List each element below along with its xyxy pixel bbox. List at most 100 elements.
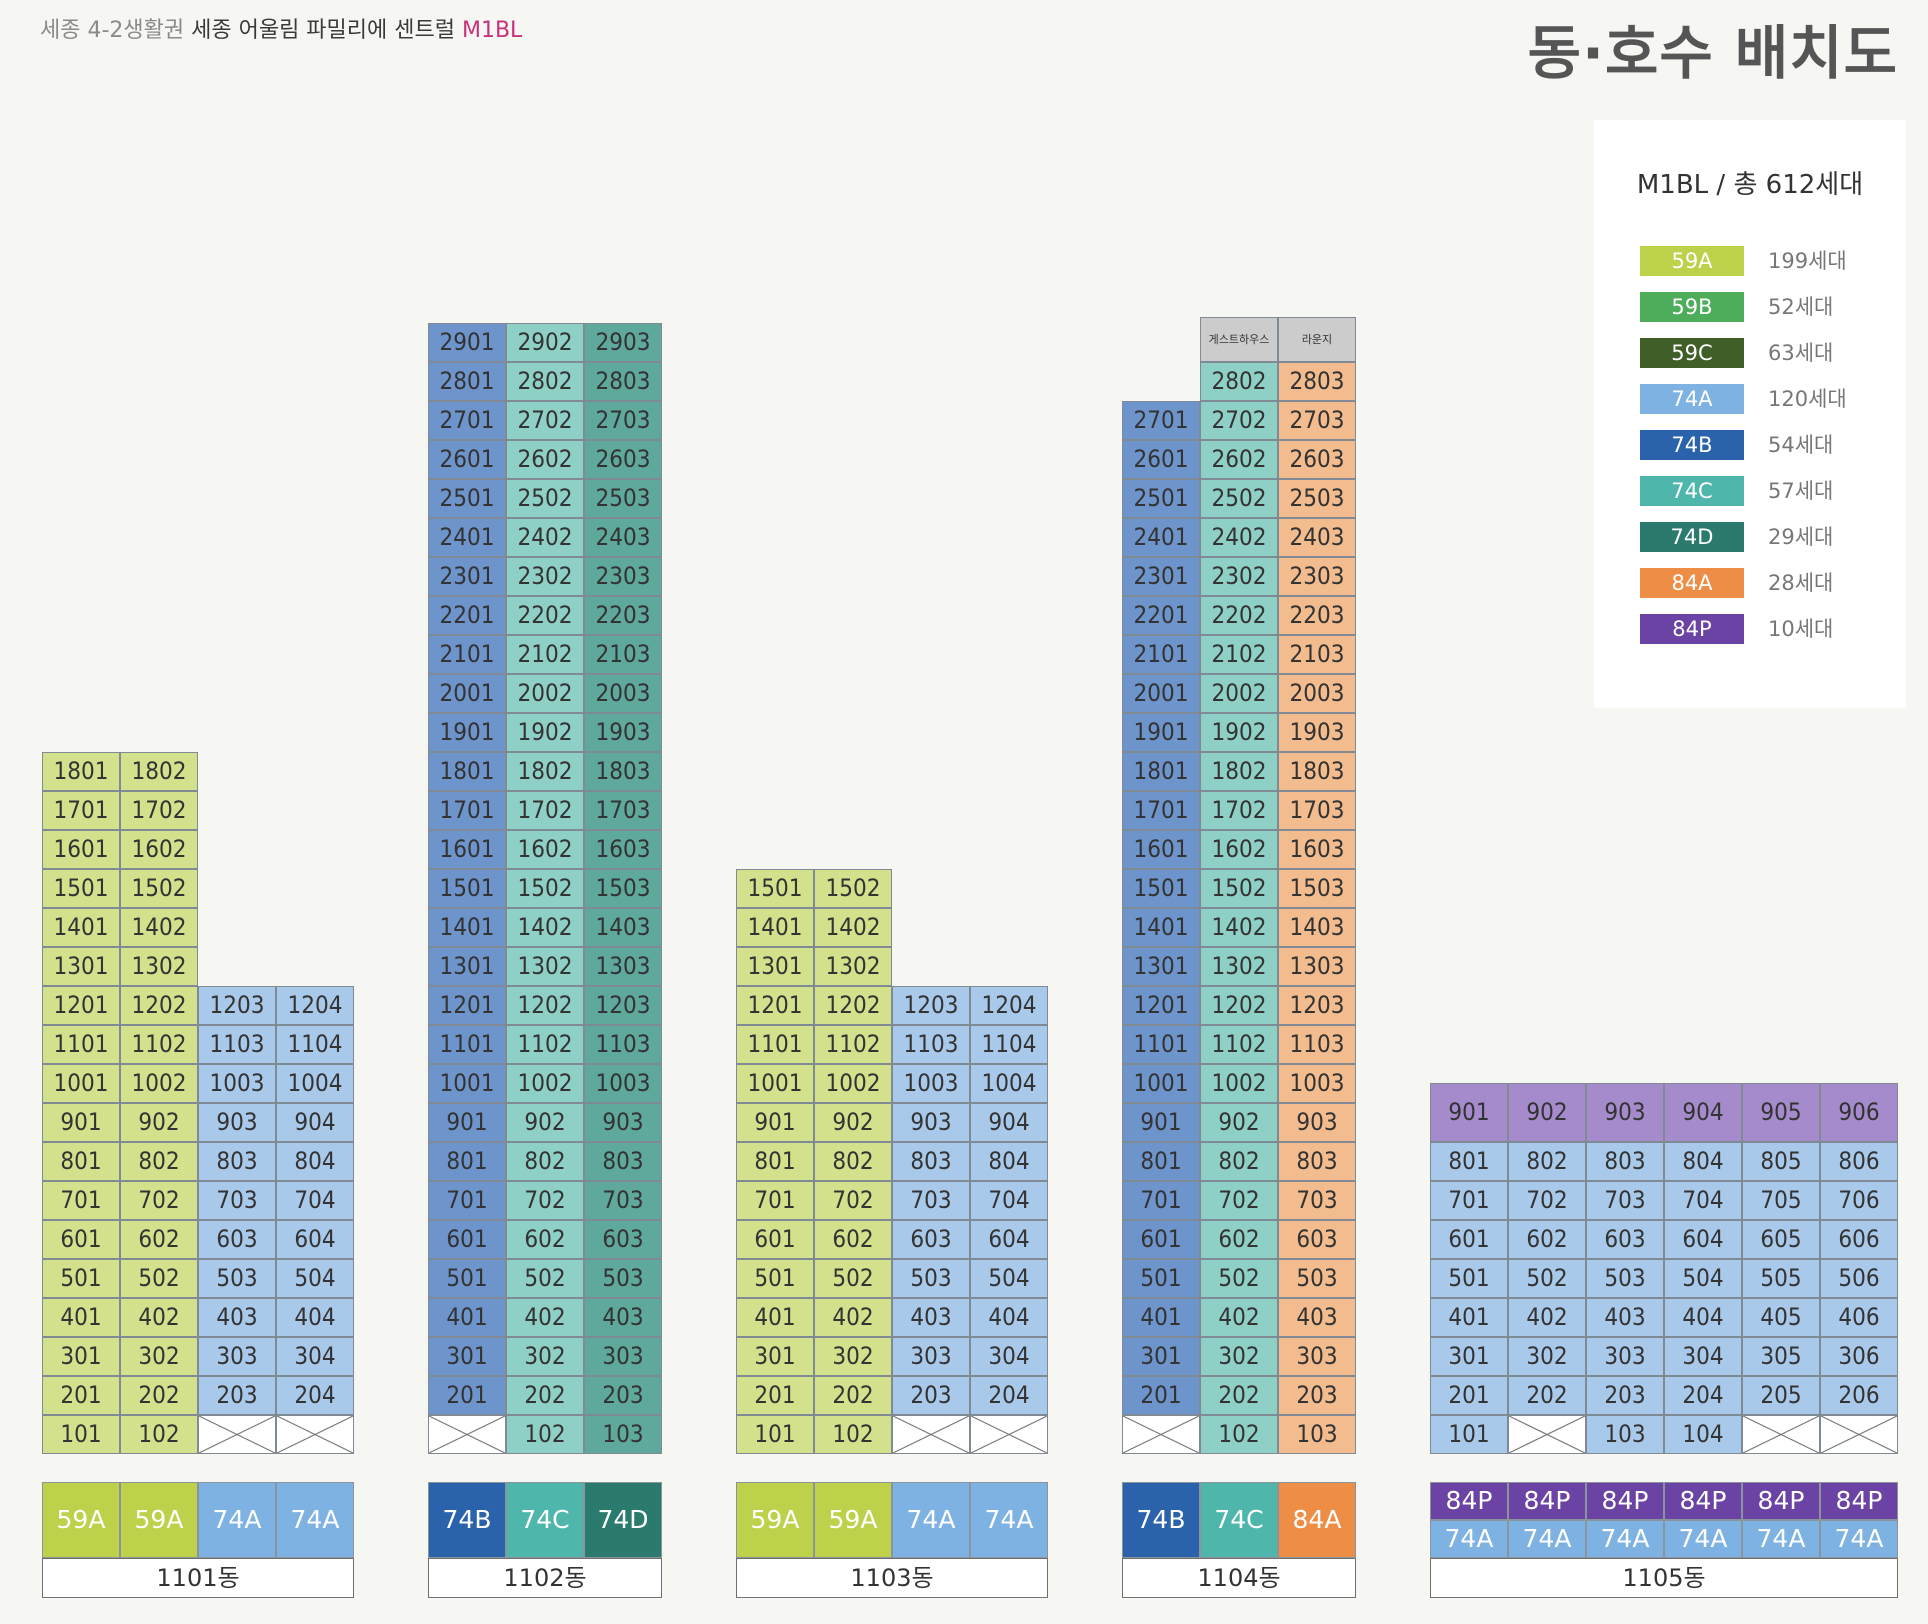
unit-cell[interactable]: 603 bbox=[584, 1220, 662, 1259]
unit-cell[interactable]: 401 bbox=[428, 1298, 506, 1337]
unit-cell[interactable]: 2502 bbox=[506, 479, 584, 518]
unit-cell[interactable]: 604 bbox=[1664, 1220, 1742, 1259]
unit-cell[interactable]: 504 bbox=[276, 1259, 354, 1298]
unit-cell[interactable]: 2001 bbox=[428, 674, 506, 713]
unit-cell[interactable]: 2601 bbox=[1122, 440, 1200, 479]
unit-cell[interactable]: 801 bbox=[1430, 1142, 1508, 1181]
unit-cell[interactable]: 2502 bbox=[1200, 479, 1278, 518]
unit-cell[interactable]: 2003 bbox=[1278, 674, 1356, 713]
unit-cell[interactable]: 1003 bbox=[584, 1064, 662, 1103]
unit-cell[interactable]: 701 bbox=[42, 1181, 120, 1220]
unit-cell[interactable]: 1202 bbox=[506, 986, 584, 1025]
unit-cell[interactable]: 403 bbox=[892, 1298, 970, 1337]
unit-cell[interactable]: 2403 bbox=[584, 518, 662, 557]
unit-cell[interactable]: 902 bbox=[1200, 1103, 1278, 1142]
unit-cell[interactable]: 203 bbox=[892, 1376, 970, 1415]
unit-cell[interactable]: 103 bbox=[584, 1415, 662, 1454]
unit-cell[interactable]: 201 bbox=[1430, 1376, 1508, 1415]
unit-cell[interactable]: 405 bbox=[1742, 1298, 1820, 1337]
unit-cell[interactable]: 1801 bbox=[428, 752, 506, 791]
unit-cell[interactable]: 904 bbox=[970, 1103, 1048, 1142]
unit-cell[interactable]: 1903 bbox=[584, 713, 662, 752]
unit-cell[interactable]: 1901 bbox=[1122, 713, 1200, 752]
unit-cell[interactable]: 202 bbox=[506, 1376, 584, 1415]
unit-cell[interactable]: 804 bbox=[970, 1142, 1048, 1181]
unit-cell[interactable]: 502 bbox=[1508, 1259, 1586, 1298]
unit-cell[interactable]: 1403 bbox=[584, 908, 662, 947]
unit-cell[interactable]: 1302 bbox=[1200, 947, 1278, 986]
unit-cell[interactable]: 1502 bbox=[120, 869, 198, 908]
unit-cell[interactable]: 2703 bbox=[1278, 401, 1356, 440]
unit-cell[interactable]: 1803 bbox=[584, 752, 662, 791]
unit-cell[interactable]: 1203 bbox=[584, 986, 662, 1025]
unit-cell[interactable]: 602 bbox=[120, 1220, 198, 1259]
unit-cell[interactable]: 201 bbox=[1122, 1376, 1200, 1415]
unit-cell[interactable]: 402 bbox=[814, 1298, 892, 1337]
unit-cell[interactable]: 903 bbox=[584, 1103, 662, 1142]
unit-cell[interactable]: 502 bbox=[120, 1259, 198, 1298]
unit-cell[interactable]: 404 bbox=[970, 1298, 1048, 1337]
unit-cell[interactable]: 204 bbox=[276, 1376, 354, 1415]
unit-cell[interactable]: 303 bbox=[198, 1337, 276, 1376]
unit-cell[interactable]: 2101 bbox=[1122, 635, 1200, 674]
unit-cell[interactable]: 1903 bbox=[1278, 713, 1356, 752]
unit-cell[interactable]: 2102 bbox=[1200, 635, 1278, 674]
unit-cell[interactable]: 1101 bbox=[428, 1025, 506, 1064]
unit-cell[interactable]: 2202 bbox=[1200, 596, 1278, 635]
unit-cell[interactable]: 802 bbox=[814, 1142, 892, 1181]
unit-cell[interactable]: 1503 bbox=[1278, 869, 1356, 908]
unit-cell[interactable]: 101 bbox=[1430, 1415, 1508, 1454]
unit-cell[interactable]: 1004 bbox=[970, 1064, 1048, 1103]
unit-cell[interactable]: 604 bbox=[970, 1220, 1048, 1259]
unit-cell[interactable]: 1503 bbox=[584, 869, 662, 908]
unit-cell[interactable]: 701 bbox=[1122, 1181, 1200, 1220]
unit-cell[interactable]: 501 bbox=[42, 1259, 120, 1298]
unit-cell[interactable]: 1502 bbox=[506, 869, 584, 908]
unit-cell[interactable]: 605 bbox=[1742, 1220, 1820, 1259]
unit-cell[interactable]: 1203 bbox=[198, 986, 276, 1025]
unit-cell[interactable]: 2303 bbox=[1278, 557, 1356, 596]
unit-cell[interactable]: 304 bbox=[970, 1337, 1048, 1376]
unit-cell[interactable]: 901 bbox=[428, 1103, 506, 1142]
unit-cell[interactable]: 2903 bbox=[584, 323, 662, 362]
unit-cell[interactable]: 1602 bbox=[120, 830, 198, 869]
unit-cell[interactable]: 703 bbox=[892, 1181, 970, 1220]
unit-cell[interactable]: 803 bbox=[198, 1142, 276, 1181]
unit-cell[interactable]: 1302 bbox=[814, 947, 892, 986]
unit-cell[interactable]: 601 bbox=[1122, 1220, 1200, 1259]
unit-cell[interactable]: 406 bbox=[1820, 1298, 1898, 1337]
unit-cell[interactable]: 1501 bbox=[1122, 869, 1200, 908]
unit-cell[interactable]: 2802 bbox=[506, 362, 584, 401]
unit-cell[interactable]: 1402 bbox=[1200, 908, 1278, 947]
unit-cell[interactable]: 1102 bbox=[120, 1025, 198, 1064]
unit-cell[interactable]: 1402 bbox=[120, 908, 198, 947]
unit-cell[interactable]: 2602 bbox=[1200, 440, 1278, 479]
unit-cell[interactable]: 2201 bbox=[428, 596, 506, 635]
unit-cell[interactable]: 1703 bbox=[584, 791, 662, 830]
unit-cell[interactable]: 1601 bbox=[1122, 830, 1200, 869]
unit-cell[interactable]: 2803 bbox=[1278, 362, 1356, 401]
unit-cell[interactable]: 702 bbox=[814, 1181, 892, 1220]
unit-cell[interactable]: 2603 bbox=[1278, 440, 1356, 479]
unit-cell[interactable]: 803 bbox=[584, 1142, 662, 1181]
unit-cell[interactable]: 204 bbox=[970, 1376, 1048, 1415]
unit-cell[interactable]: 303 bbox=[1586, 1337, 1664, 1376]
unit-cell[interactable]: 404 bbox=[276, 1298, 354, 1337]
unit-cell[interactable]: 804 bbox=[1664, 1142, 1742, 1181]
unit-cell[interactable]: 502 bbox=[814, 1259, 892, 1298]
unit-cell[interactable]: 603 bbox=[198, 1220, 276, 1259]
unit-cell[interactable]: 301 bbox=[736, 1337, 814, 1376]
unit-cell[interactable]: 1702 bbox=[1200, 791, 1278, 830]
unit-cell[interactable]: 1902 bbox=[1200, 713, 1278, 752]
unit-cell[interactable]: 1102 bbox=[814, 1025, 892, 1064]
unit-cell[interactable]: 402 bbox=[1200, 1298, 1278, 1337]
unit-cell[interactable]: 1502 bbox=[1200, 869, 1278, 908]
unit-cell[interactable]: 101 bbox=[42, 1415, 120, 1454]
unit-cell[interactable]: 203 bbox=[584, 1376, 662, 1415]
unit-cell[interactable]: 302 bbox=[1200, 1337, 1278, 1376]
unit-cell[interactable]: 601 bbox=[1430, 1220, 1508, 1259]
unit-cell[interactable]: 603 bbox=[892, 1220, 970, 1259]
unit-cell[interactable]: 2301 bbox=[428, 557, 506, 596]
unit-cell[interactable]: 701 bbox=[428, 1181, 506, 1220]
unit-cell[interactable]: 606 bbox=[1820, 1220, 1898, 1259]
